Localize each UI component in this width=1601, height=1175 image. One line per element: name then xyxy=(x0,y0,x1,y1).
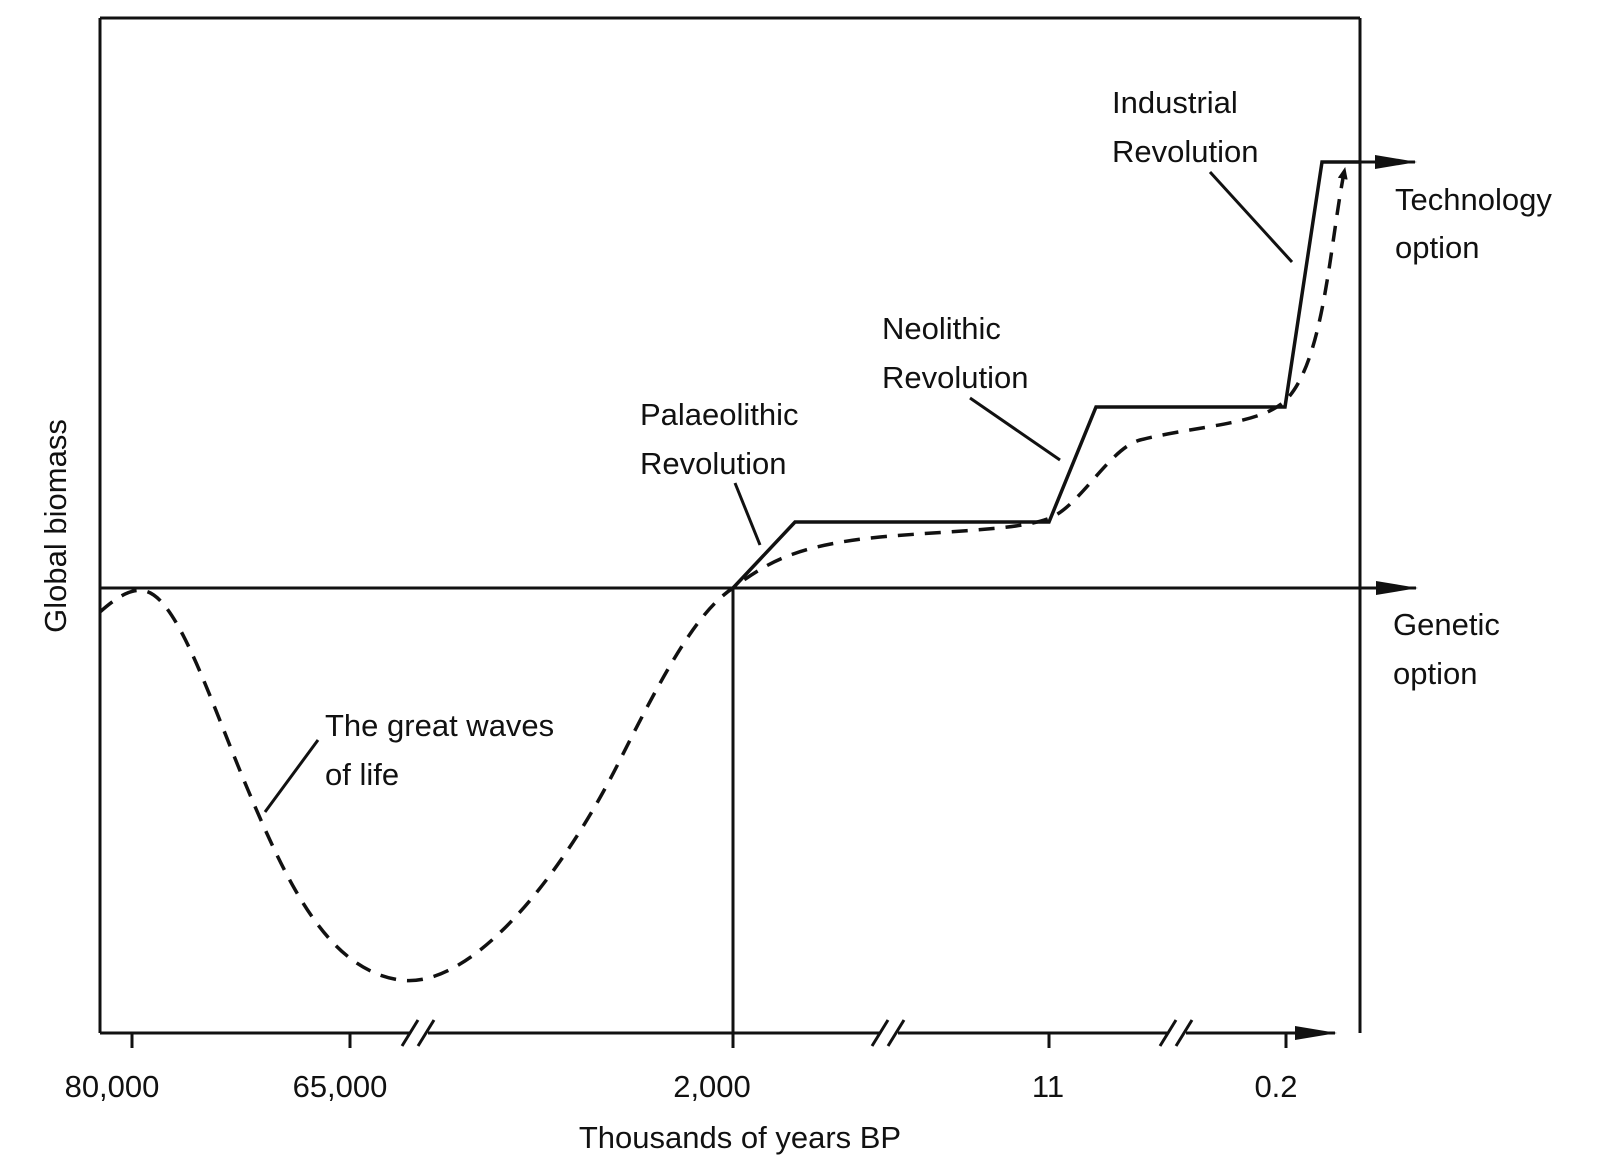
x-axis xyxy=(100,1019,1337,1048)
label-neolithic-line1: Neolithic xyxy=(882,311,1001,346)
label-palaeolithic-line2: Revolution xyxy=(640,446,786,481)
x-tick-label-65000: 65,000 xyxy=(293,1069,388,1104)
label-technology-option-line1: Technology xyxy=(1395,182,1552,217)
label-genetic-option-line2: option xyxy=(1393,656,1477,691)
label-technology-option: Technology option xyxy=(1395,182,1560,265)
x-tick-label-80000: 80,000 xyxy=(65,1069,160,1104)
leader-palaeolithic xyxy=(733,482,762,546)
leader-neolithic xyxy=(969,396,1061,462)
label-great-waves-line2: of life xyxy=(325,757,399,792)
axis-break-3 xyxy=(1158,1019,1194,1047)
label-industrial: Industrial Revolution xyxy=(1112,85,1258,169)
label-genetic-option-line1: Genetic xyxy=(1393,607,1500,642)
leader-industrial xyxy=(1208,170,1294,264)
label-genetic-option: Genetic option xyxy=(1393,607,1508,691)
label-technology-option-line2: option xyxy=(1395,230,1479,265)
label-industrial-line1: Industrial xyxy=(1112,85,1238,120)
label-neolithic-line2: Revolution xyxy=(882,360,1028,395)
axis-break-2 xyxy=(870,1019,906,1047)
label-palaeolithic: Palaeolithic Revolution xyxy=(640,397,807,481)
leader-great-waves xyxy=(263,739,320,813)
x-axis-title: Thousands of years BP xyxy=(579,1120,901,1155)
x-tick-label-2000: 2,000 xyxy=(673,1069,751,1104)
x-tick-label-0-2: 0.2 xyxy=(1254,1069,1297,1104)
axis-break-1 xyxy=(400,1019,436,1047)
label-palaeolithic-line1: Palaeolithic xyxy=(640,397,799,432)
label-great-waves: The great waves of life xyxy=(325,708,563,792)
label-great-waves-line1: The great waves xyxy=(325,708,554,743)
label-neolithic: Neolithic Revolution xyxy=(882,311,1028,395)
dashed-curve-genetic xyxy=(98,167,1348,983)
label-industrial-line2: Revolution xyxy=(1112,134,1258,169)
x-tick-label-11: 11 xyxy=(1032,1069,1064,1104)
y-axis-title: Global biomass xyxy=(38,419,73,633)
solid-curve-technology xyxy=(731,160,1360,590)
